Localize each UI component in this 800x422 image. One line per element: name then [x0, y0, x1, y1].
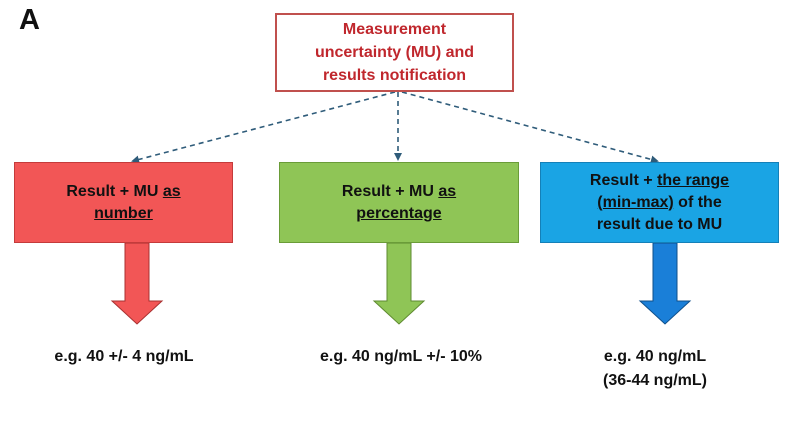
box-result-mu-as-percentage: Result + MU as percentage	[279, 162, 519, 243]
down-arrow-number	[110, 242, 164, 325]
root-box-measurement-uncertainty: Measurement uncertainty (MU) and results…	[275, 13, 514, 92]
example-percentage: e.g. 40 ng/mL +/- 10%	[320, 348, 482, 365]
box-range-text: Result + the range (min-max) of the resu…	[590, 170, 729, 236]
root-line-2: uncertainty (MU) and	[314, 44, 475, 61]
box-number-text: Result + MU as number	[66, 181, 180, 225]
root-line-1: Measurement	[342, 21, 447, 38]
box-number-prefix: Result + MU	[66, 182, 163, 200]
down-arrow-percentage	[372, 242, 426, 325]
box-result-range-min-max: Result + the range (min-max) of the resu…	[540, 162, 779, 243]
root-line-3: results notification	[322, 67, 467, 84]
example-number: e.g. 40 +/- 4 ng/mL	[54, 348, 194, 365]
root-box-text: Measurement uncertainty (MU) and results…	[315, 18, 474, 87]
example-range-line-1: e.g. 40 ng/mL	[603, 348, 707, 365]
connector-to-number	[131, 91, 396, 164]
box-range-underlined-the-range: the range	[657, 171, 730, 189]
example-range: e.g. 40 ng/mL (36-44 ng/mL)	[580, 345, 730, 393]
box-percentage-text: Result + MU as percentage	[342, 181, 456, 225]
down-arrow-range	[638, 242, 692, 325]
box-percentage-underlined-percentage: percentage	[356, 204, 442, 222]
box-percentage-underlined-as: as	[438, 182, 457, 200]
connector-to-range	[401, 91, 659, 164]
panel-label: A	[19, 4, 40, 36]
box-result-mu-as-number: Result + MU as number	[14, 162, 233, 243]
box-number-underlined-as: as	[162, 182, 181, 200]
box-number-underlined-number: number	[94, 204, 153, 222]
example-range-line-2: (36-44 ng/mL)	[602, 372, 707, 389]
box-range-underlined-min-max: (min-max)	[597, 193, 674, 211]
box-range-suffix: of the	[673, 193, 722, 211]
box-percentage-prefix: Result + MU	[341, 182, 439, 200]
box-range-prefix: Result +	[589, 171, 658, 189]
box-range-line-3: result due to MU	[596, 215, 723, 233]
